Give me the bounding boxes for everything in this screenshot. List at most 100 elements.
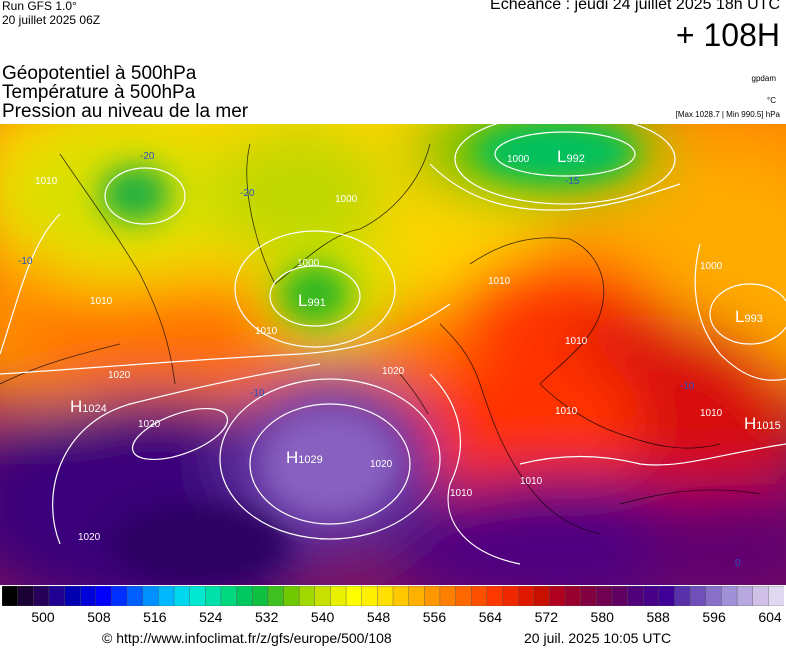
colorbar-swatch: [611, 586, 629, 606]
colorbar-swatch: [408, 586, 425, 606]
colorbar-swatch: [517, 586, 535, 606]
isobar-label: 1010: [450, 488, 473, 499]
colorbar-swatch: [330, 586, 347, 606]
colorbar-swatch: [283, 586, 300, 606]
temperature-label: -20: [140, 151, 155, 162]
colorbar-swatch: [658, 586, 676, 606]
colorbar-swatch: [173, 586, 191, 606]
footer-url[interactable]: © http://www.infoclimat.fr/z/gfs/europe/…: [102, 630, 392, 646]
weather-map: L992 L991 L993 H1024 H1029 H1015 1010 10…: [0, 124, 786, 585]
colorbar-tick-label: 532: [255, 609, 279, 625]
pressure-center-value: 1029: [298, 454, 322, 466]
svg-text:L993: L993: [735, 307, 763, 326]
colorbar-swatch: [345, 586, 363, 606]
colorbar-tick-label: 500: [31, 609, 55, 625]
colorbar-swatch: [533, 586, 551, 606]
forecast-offset: + 108H: [675, 17, 780, 53]
colorbar-swatch: [298, 586, 316, 606]
isobar-label: 1020: [382, 366, 405, 377]
temperature-labels: -20 -20 -15 -10 -10 -10 0: [18, 151, 741, 569]
colorbar-swatch: [158, 586, 175, 606]
isobar-label: 1010: [555, 406, 578, 417]
colorbar-swatch: [439, 586, 457, 606]
colorbar-swatch: [126, 586, 144, 606]
colorbar-swatch: [236, 586, 253, 606]
pressure-center-value: 1015: [756, 420, 780, 432]
colorbar-swatch: [486, 586, 504, 606]
pressure-center-type: L: [557, 147, 566, 166]
temperature-label: 0: [735, 558, 741, 569]
colorbar: [2, 586, 784, 606]
temperature-label: -20: [240, 188, 255, 199]
colorbar-swatch: [220, 586, 238, 606]
pressure-centers: L992 L991 L993 H1024 H1029 H1015: [70, 147, 781, 467]
pressure-center-value: 1024: [82, 403, 106, 415]
pressure-center-type: H: [70, 397, 82, 416]
isobar-label: 1010: [520, 476, 543, 487]
svg-text:H1029: H1029: [286, 448, 323, 467]
colorbar-swatch: [142, 586, 160, 606]
colorbar-swatch: [33, 586, 50, 606]
colorbar-swatch: [768, 586, 784, 606]
parameter-pressure: Pression au niveau de la mer: [2, 101, 249, 122]
isobar-label: 1000: [335, 194, 358, 205]
colorbar-swatch: [48, 586, 66, 606]
colorbar-tick-label: 580: [590, 609, 614, 625]
footer-generated-date: 20 juil. 2025 10:05 UTC: [524, 630, 672, 646]
svg-text:H1024: H1024: [70, 397, 107, 416]
isobar-label: 1010: [255, 326, 278, 337]
pressure-center-type: H: [744, 414, 756, 433]
colorbar-swatch: [549, 586, 566, 606]
pressure-center-type: L: [298, 291, 307, 310]
pressure-center-value: 991: [307, 297, 325, 309]
pressure-center-type: L: [735, 307, 744, 326]
colorbar-swatch: [189, 586, 207, 606]
colorbar-swatch: [564, 586, 582, 606]
isobar-labels: 1010 1010 1010 1020 1020 1020 1020 1020 …: [35, 154, 723, 543]
isobar-label: 1010: [90, 296, 113, 307]
colorbar-swatch: [111, 586, 128, 606]
isobar-label: 1020: [138, 419, 161, 430]
colorbar-swatch: [736, 586, 754, 606]
svg-text:H1015: H1015: [744, 414, 781, 433]
colorbar-swatch: [674, 586, 691, 606]
pressure-center-value: 992: [566, 153, 584, 165]
colorbar-tick-label: 524: [199, 609, 223, 625]
colorbar-tick-label: 572: [534, 609, 558, 625]
colorbar-swatch: [596, 586, 613, 606]
isobar-label: 1020: [108, 370, 131, 381]
colorbar-tick-label: 596: [702, 609, 726, 625]
colorbar-tick-label: 604: [758, 609, 782, 625]
svg-text:L992: L992: [557, 147, 585, 166]
colorbar-tick-label: 564: [478, 609, 503, 625]
colorbar-swatch: [471, 586, 488, 606]
temperature-label: -15: [565, 176, 580, 187]
colorbar-swatch: [705, 586, 723, 606]
isobar-label: 1010: [565, 336, 588, 347]
colorbar-swatch: [314, 586, 332, 606]
colorbar-swatch: [392, 586, 410, 606]
colorbar-tick-label: 508: [87, 609, 111, 625]
isobar-label: 1010: [35, 176, 58, 187]
temperature-label: -10: [250, 388, 265, 399]
colorbar-tick-label: 556: [422, 609, 447, 625]
colorbar-swatch: [79, 586, 97, 606]
run-date-label: 20 juillet 2025 06Z: [2, 13, 101, 27]
colorbar-swatch: [752, 586, 770, 606]
source-tag: gpdam: [751, 74, 776, 83]
colorbar-swatch: [64, 586, 81, 606]
colorbar-swatch: [721, 586, 738, 606]
colorbar-swatch: [205, 586, 222, 606]
temperature-label: -10: [680, 381, 695, 392]
colorbar-swatch: [267, 586, 285, 606]
colorbar-tick-label: 540: [310, 609, 335, 625]
colorbar-tick-label: 548: [366, 609, 391, 625]
temperature-unit: °C: [767, 96, 776, 105]
isobars: [0, 124, 786, 565]
colorbar-swatch: [627, 586, 644, 606]
colorbar-swatch: [643, 586, 660, 606]
isobar-label: 1010: [488, 276, 511, 287]
colorbar-swatch: [95, 586, 113, 606]
colorbar-swatch: [502, 586, 519, 606]
isobar-label: 1010: [700, 408, 723, 419]
